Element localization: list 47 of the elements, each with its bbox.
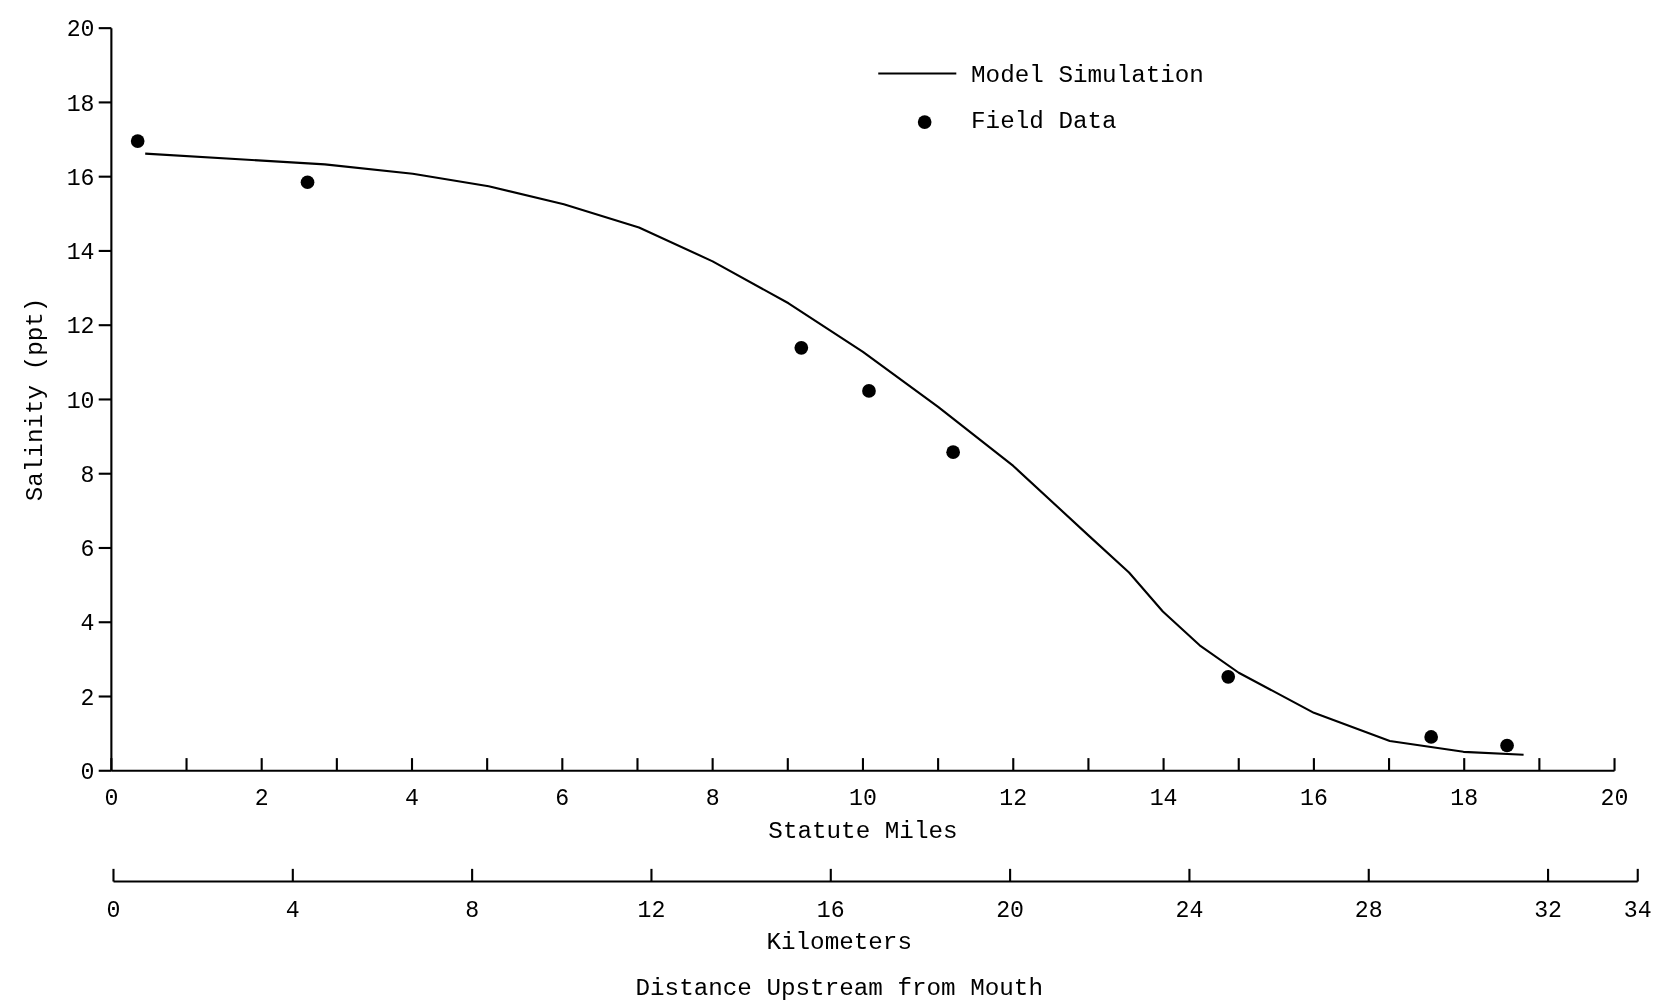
x-tick-label: 0	[104, 785, 119, 812]
point	[862, 384, 876, 398]
x-tick-label: 16	[1299, 785, 1328, 812]
text: Distance Upstream from Mouth	[635, 975, 1043, 1003]
x2-tick-label: 8	[465, 898, 480, 925]
x-tick-label: 20	[1600, 785, 1629, 812]
x2-tick-label: 34	[1623, 898, 1652, 925]
y-tick-label: 18	[66, 91, 95, 118]
x2-tick-label: 12	[637, 898, 666, 925]
x-tick-label: 18	[1450, 785, 1479, 812]
x2-axis-title: Kilometers	[766, 929, 912, 957]
point	[1424, 730, 1438, 744]
point	[300, 175, 315, 190]
y-tick-label: 8	[80, 462, 95, 489]
x-tick-label: 4	[405, 785, 419, 812]
x2-tick-label: 4	[285, 898, 300, 925]
y-axis-title: Salinity (ppt)	[21, 297, 49, 502]
x-axis-title: Statute Miles	[768, 818, 958, 846]
y-tick-label: 0	[80, 759, 95, 786]
x2-tick-label: 20	[996, 898, 1025, 925]
y-tick-label: 12	[66, 314, 95, 341]
x2-tick-label: 16	[816, 898, 845, 925]
legend-label: Field Data	[971, 108, 1117, 136]
x2-tick-label: 24	[1175, 898, 1204, 925]
y-tick-label: 4	[80, 611, 95, 638]
y-tick-label: 16	[66, 165, 95, 192]
y-tick-label: 2	[80, 685, 95, 712]
point	[1221, 669, 1236, 684]
x-tick-label: 2	[254, 785, 269, 812]
point	[946, 445, 960, 460]
point	[130, 134, 145, 148]
x-tick-label: 6	[555, 785, 570, 812]
y-tick-label: 20	[66, 17, 95, 44]
y-tick-label: 14	[66, 240, 95, 267]
x-tick-label: 14	[1149, 785, 1178, 812]
x2-tick-label: 32	[1534, 898, 1562, 925]
x-tick-label: 10	[849, 785, 877, 812]
x-tick-label: 8	[705, 785, 720, 812]
point	[1500, 738, 1514, 753]
x-tick-label: 12	[999, 785, 1028, 812]
y-tick-label: 6	[80, 537, 95, 564]
x2-tick-label: 28	[1354, 898, 1383, 925]
y-tick-label: 10	[66, 388, 95, 415]
legend-label: Model Simulation	[971, 62, 1204, 89]
line-series	[144, 152, 1525, 756]
x2-tick-label: 0	[106, 898, 121, 925]
point	[794, 340, 809, 355]
